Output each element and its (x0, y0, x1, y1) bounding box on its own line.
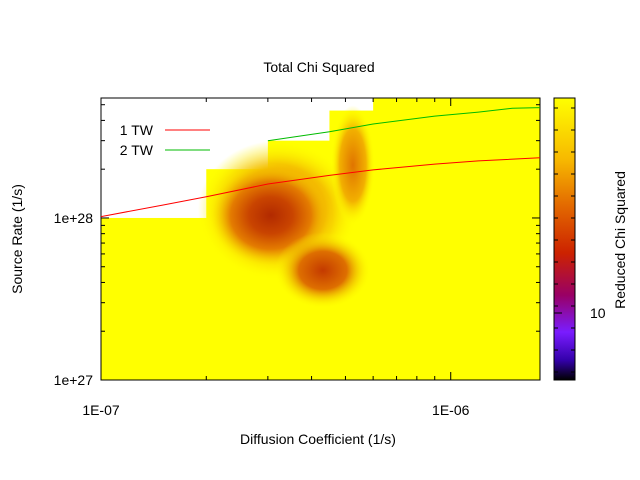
x-tick-label: 1E-07 (82, 402, 120, 418)
y-axis-label: Source Rate (1/s) (9, 184, 25, 294)
plot-frame (100, 97, 541, 381)
legend-label-1: 1 TW (120, 122, 154, 138)
series-line-1 (101, 157, 540, 218)
axis-ticks (100, 98, 540, 381)
series-line-2 (267, 107, 540, 142)
heatmap-right-ridge (330, 105, 375, 226)
chart-title: Total Chi Squared (263, 59, 374, 75)
colorbar (553, 97, 576, 381)
colorbar-ticks: 10 (554, 107, 606, 373)
x-axis-label: Diffusion Coefficient (1/s) (240, 431, 396, 447)
colorbar-tick-label: 10 (590, 305, 606, 321)
heatmap-lower-lobe (274, 232, 371, 309)
heatmap-surface (101, 98, 540, 380)
x-tick-label: 1E-06 (432, 402, 470, 418)
series-group (101, 107, 540, 218)
colorbar-label: Reduced Chi Squared (612, 171, 628, 309)
legend: 1 TW 2 TW (120, 122, 210, 158)
heatmap-cell-0 (101, 217, 207, 380)
y-tick-label: 1e+28 (54, 210, 94, 226)
y-tick-label: 1e+27 (54, 372, 94, 388)
legend-label-2: 2 TW (120, 142, 154, 158)
heatmap-cell-4 (373, 98, 540, 380)
tick-labels: 1E-07 1E-06 1e+27 1e+28 (54, 210, 470, 418)
